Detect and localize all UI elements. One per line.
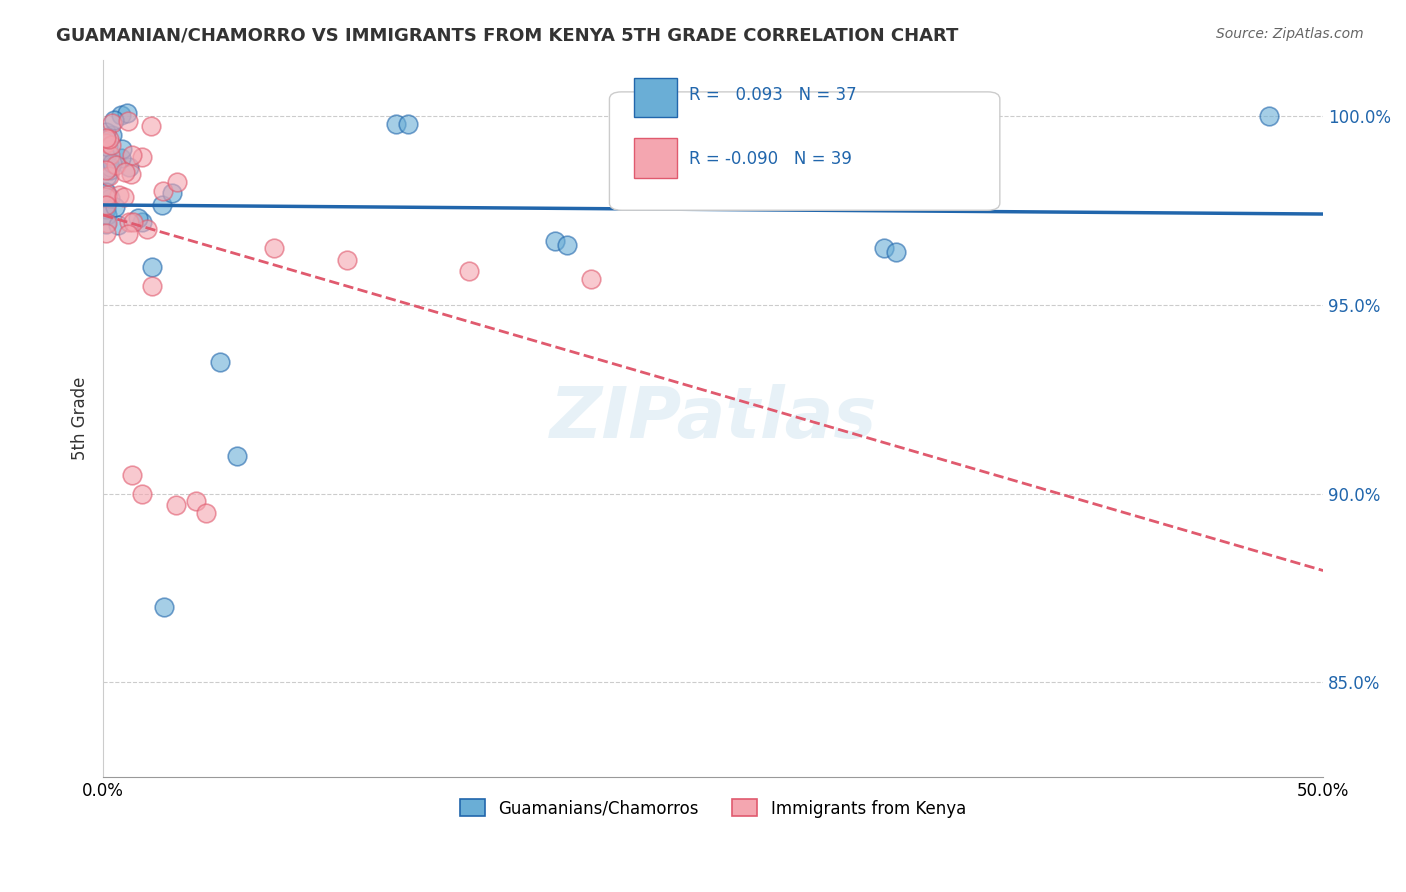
Point — [139, 120, 162, 134]
Point — [103, 112, 125, 127]
Point — [96, 216, 118, 230]
Point — [101, 128, 124, 142]
Point — [579, 271, 602, 285]
Point — [94, 125, 117, 139]
Point — [97, 169, 120, 184]
Point — [97, 140, 120, 154]
FancyBboxPatch shape — [634, 138, 676, 178]
Point — [118, 161, 141, 175]
Point — [112, 189, 135, 203]
Point — [131, 150, 153, 164]
Point — [94, 136, 117, 151]
Point — [94, 185, 117, 199]
FancyBboxPatch shape — [609, 92, 1000, 211]
Point — [336, 252, 359, 267]
Point — [120, 167, 142, 181]
Point — [150, 198, 173, 212]
Point — [135, 222, 157, 236]
Point — [100, 116, 122, 130]
Point — [105, 158, 128, 172]
Point — [165, 498, 187, 512]
Point — [121, 467, 143, 482]
Point — [104, 200, 127, 214]
Point — [94, 190, 117, 204]
Point — [194, 506, 217, 520]
Text: GUAMANIAN/CHAMORRO VS IMMIGRANTS FROM KENYA 5TH GRADE CORRELATION CHART: GUAMANIAN/CHAMORRO VS IMMIGRANTS FROM KE… — [56, 27, 959, 45]
Legend: Guamanians/Chamorros, Immigrants from Kenya: Guamanians/Chamorros, Immigrants from Ke… — [451, 791, 974, 826]
Point — [107, 187, 129, 202]
Point — [94, 163, 117, 178]
Point — [209, 354, 232, 368]
Text: R = -0.090   N = 39: R = -0.090 N = 39 — [689, 150, 852, 168]
Point — [884, 245, 907, 260]
Point — [226, 449, 249, 463]
Point — [114, 165, 136, 179]
Point — [458, 264, 481, 278]
Point — [110, 143, 132, 157]
Point — [98, 162, 121, 177]
Point — [94, 202, 117, 216]
Point — [166, 175, 188, 189]
Point — [97, 132, 120, 146]
Point — [141, 279, 163, 293]
FancyBboxPatch shape — [634, 78, 676, 117]
Point — [117, 227, 139, 241]
Point — [98, 148, 121, 162]
Point — [96, 188, 118, 202]
Point — [121, 148, 143, 162]
Text: Source: ZipAtlas.com: Source: ZipAtlas.com — [1216, 27, 1364, 41]
Point — [96, 149, 118, 163]
Point — [101, 156, 124, 170]
Point — [160, 186, 183, 200]
Point — [96, 208, 118, 222]
Point — [543, 234, 565, 248]
Text: ZIPatlas: ZIPatlas — [550, 384, 877, 453]
Point — [555, 237, 578, 252]
Point — [127, 211, 149, 225]
Point — [107, 219, 129, 233]
Point — [94, 198, 117, 212]
Point — [184, 494, 207, 508]
Y-axis label: 5th Grade: 5th Grade — [72, 376, 89, 460]
Point — [396, 117, 419, 131]
Point — [141, 260, 163, 275]
Point — [873, 241, 896, 255]
Point — [98, 160, 121, 174]
Point — [98, 191, 121, 205]
Point — [110, 108, 132, 122]
Point — [152, 184, 174, 198]
Point — [131, 487, 153, 501]
Point — [100, 138, 122, 153]
Point — [115, 105, 138, 120]
Text: R =   0.093   N = 37: R = 0.093 N = 37 — [689, 87, 856, 104]
Point — [96, 169, 118, 184]
Point — [263, 241, 285, 255]
Point — [153, 599, 176, 614]
Point — [96, 217, 118, 231]
Point — [385, 117, 408, 131]
Point — [94, 131, 117, 145]
Point — [122, 215, 145, 229]
Point — [117, 113, 139, 128]
Point — [110, 151, 132, 165]
Point — [1258, 109, 1281, 123]
Point — [131, 214, 153, 228]
Point — [94, 226, 117, 240]
Point — [117, 215, 139, 229]
